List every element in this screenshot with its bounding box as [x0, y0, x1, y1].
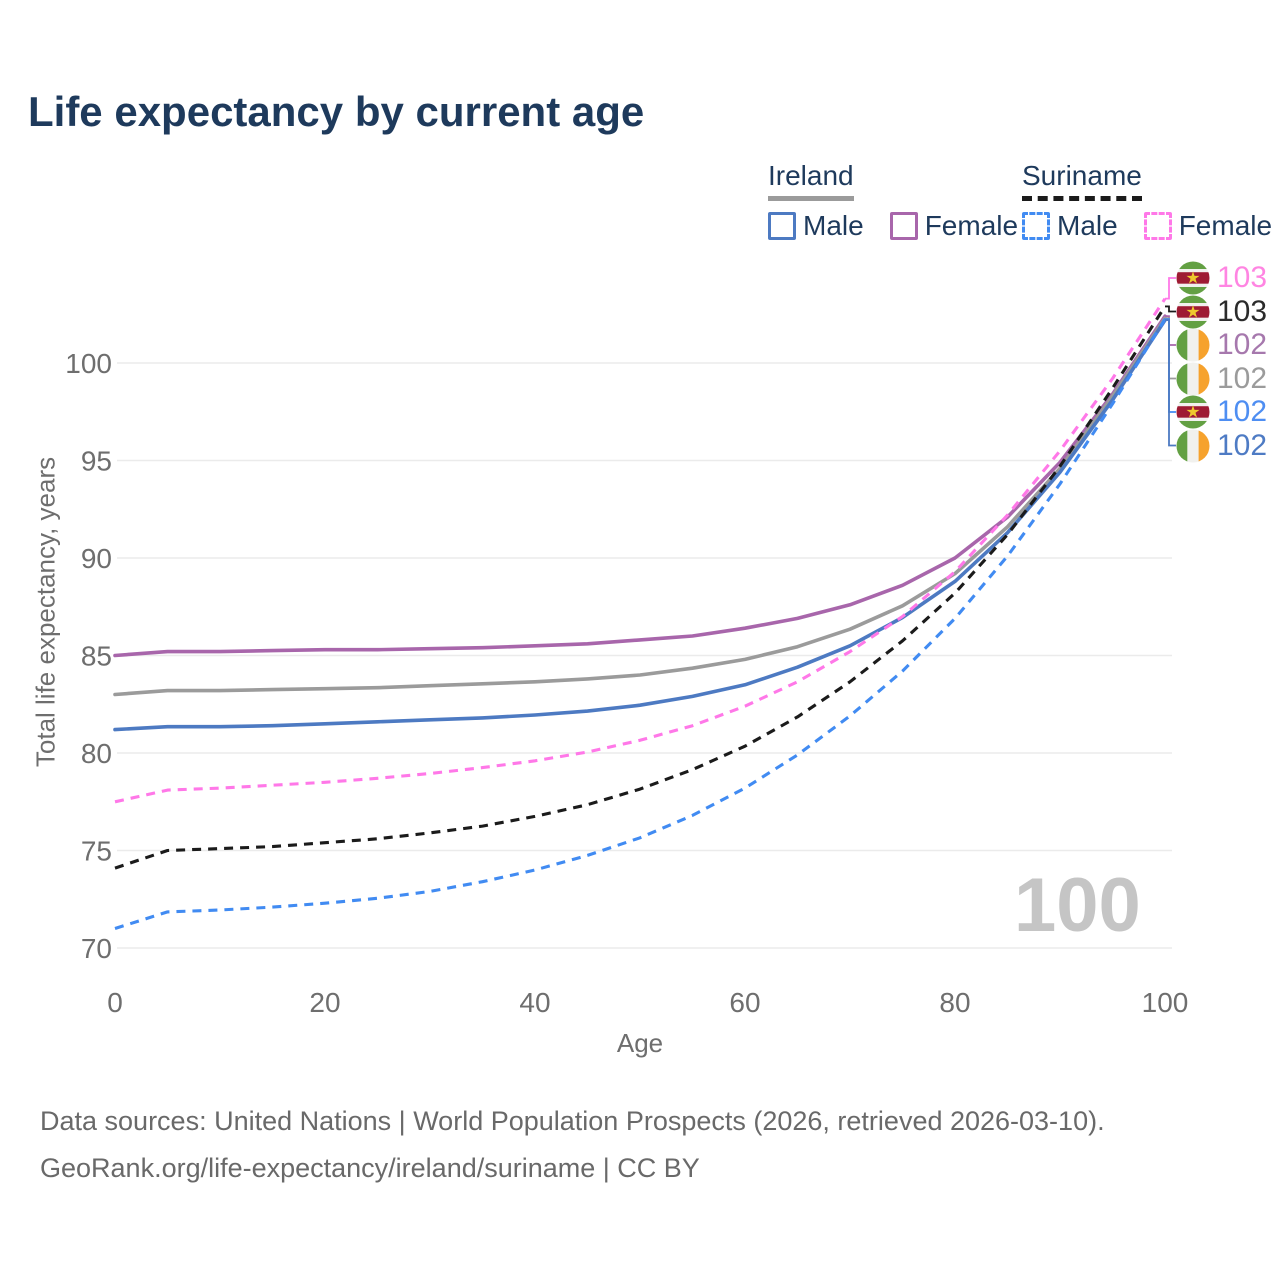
legend-swatch-icon[interactable] [889, 212, 918, 240]
legend-items-row: Male Female [768, 210, 1018, 242]
end-label-ireland-female: 102 [1176, 328, 1267, 362]
ireland-flag-icon [1176, 362, 1210, 395]
page-title: Life expectancy by current age [28, 88, 645, 135]
legend-swatch-icon[interactable] [1022, 212, 1050, 240]
y-tick-80: 80 [81, 738, 112, 769]
end-label-ireland-male: 102 [1176, 429, 1267, 463]
connector-suriname-male [1165, 318, 1176, 413]
line-ireland-all [113, 316, 1167, 697]
line-ireland-male [113, 318, 1167, 732]
legend-item-ireland-male[interactable]: Male [768, 210, 864, 242]
y-axis-title: Total life expectancy, years [30, 456, 61, 768]
footer: Data sources: United Nations | World Pop… [40, 1106, 1105, 1200]
legend-item-ireland-female[interactable]: Female [889, 210, 1019, 242]
legend-item-suriname-male[interactable]: Male [1022, 210, 1118, 242]
end-label-suriname-all: 103 [1176, 295, 1267, 329]
y-tick-85: 85 [81, 641, 112, 672]
legend-swatch-icon[interactable] [1143, 212, 1172, 240]
y-tick-90: 90 [81, 543, 112, 574]
end-label-value: 102 [1217, 328, 1268, 361]
line-ireland-female [113, 314, 1167, 658]
end-label-suriname-male: 102 [1176, 395, 1267, 429]
legend-item-label: Female [1178, 210, 1273, 241]
y-tick-100: 100 [65, 348, 112, 379]
x-axis-title: Age [616, 1028, 664, 1058]
end-label-value: 102 [1217, 428, 1268, 462]
x-tick-20: 20 [309, 987, 340, 1018]
end-label-value: 103 [1217, 261, 1268, 294]
x-tick-60: 60 [729, 987, 760, 1018]
line-suriname-all [114, 305, 1167, 870]
ireland-flag-icon [1176, 328, 1210, 362]
ireland-flag-icon [1176, 429, 1210, 462]
end-label-ireland-all: 102 [1176, 362, 1267, 396]
line-suriname-female [114, 297, 1167, 804]
legend-item-label: Female [924, 210, 1019, 241]
x-tick-100: 100 [1142, 987, 1189, 1018]
end-label-value: 102 [1217, 395, 1268, 428]
legend-group-ireland: Ireland Male Female [768, 160, 1018, 242]
footer-attribution: GeoRank.org/life-expectancy/ireland/suri… [40, 1153, 700, 1183]
footer-sources: Data sources: United Nations | World Pop… [40, 1106, 1105, 1136]
y-tick-95: 95 [81, 446, 112, 477]
connector-ireland-male [1165, 319, 1176, 447]
suriname-flag-icon [1176, 261, 1210, 295]
suriname-flag-icon [1176, 295, 1210, 328]
x-tick-80: 80 [939, 987, 970, 1018]
connector-suriname-all [1165, 305, 1176, 313]
legend-group-suriname: Suriname Male Female [1022, 160, 1272, 242]
legend-item-suriname-female[interactable]: Female [1143, 210, 1273, 242]
end-label-suriname-female: 103 [1176, 261, 1267, 295]
legend-item-label: Male [803, 210, 864, 241]
legend-items-row: Male Female [1022, 210, 1272, 242]
end-label-value: 103 [1217, 294, 1268, 328]
end-label-value: 102 [1217, 361, 1268, 395]
legend-swatch-icon[interactable] [768, 212, 796, 240]
legend: Ireland Male Female Suriname Male Female [0, 160, 1280, 250]
suriname-flag-icon [1176, 395, 1210, 429]
legend-group-title-suriname: Suriname [1022, 160, 1142, 201]
x-tick-0: 0 [107, 987, 123, 1018]
line-suriname-male [114, 318, 1167, 930]
connector-suriname-female [1165, 277, 1176, 300]
connector-ireland-all [1165, 317, 1176, 380]
legend-group-title-ireland: Ireland [768, 160, 854, 201]
x-tick-40: 40 [519, 987, 550, 1018]
y-tick-70: 70 [81, 933, 112, 964]
y-tick-75: 75 [81, 836, 112, 867]
legend-item-label: Male [1057, 210, 1118, 241]
age-watermark: 100 [1014, 863, 1141, 948]
